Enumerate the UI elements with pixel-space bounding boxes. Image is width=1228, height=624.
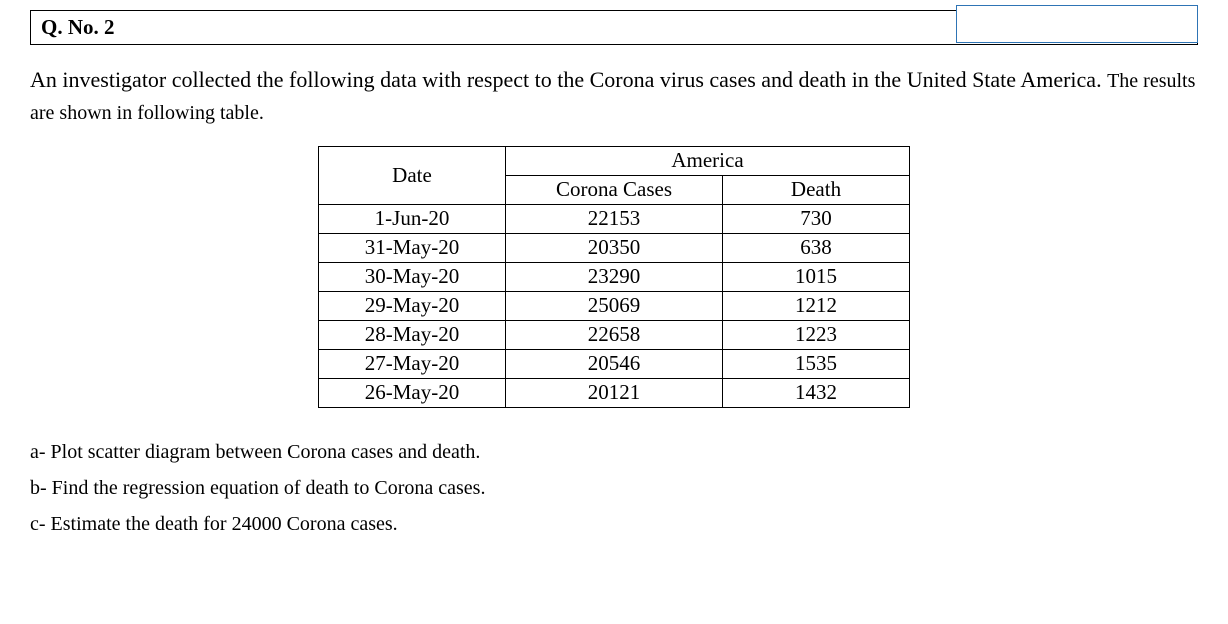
subq-b: b- Find the regression equation of death… bbox=[30, 470, 1198, 506]
cell-cases: 25069 bbox=[506, 292, 723, 321]
cell-date: 1-Jun-20 bbox=[319, 205, 506, 234]
sub-questions: a- Plot scatter diagram between Corona c… bbox=[30, 434, 1198, 542]
subq-c: c- Estimate the death for 24000 Corona c… bbox=[30, 506, 1198, 542]
cell-cases: 22153 bbox=[506, 205, 723, 234]
cell-cases: 20350 bbox=[506, 234, 723, 263]
table-row: 1-Jun-20 22153 730 bbox=[319, 205, 910, 234]
table-header-group: America bbox=[506, 147, 910, 176]
intro-main: An investigator collected the following … bbox=[30, 67, 1107, 92]
cell-cases: 22658 bbox=[506, 321, 723, 350]
table-header-cases: Corona Cases bbox=[506, 176, 723, 205]
cell-cases: 20546 bbox=[506, 350, 723, 379]
table-row: 27-May-20 20546 1535 bbox=[319, 350, 910, 379]
subq-a: a- Plot scatter diagram between Corona c… bbox=[30, 434, 1198, 470]
cell-date: 26-May-20 bbox=[319, 379, 506, 408]
cell-date: 31-May-20 bbox=[319, 234, 506, 263]
data-table: Date America Corona Cases Death 1-Jun-20… bbox=[318, 146, 910, 408]
table-row: 29-May-20 25069 1212 bbox=[319, 292, 910, 321]
question-number: Q. No. 2 bbox=[41, 15, 115, 39]
cell-death: 1432 bbox=[723, 379, 910, 408]
score-box[interactable] bbox=[956, 5, 1198, 43]
cell-date: 30-May-20 bbox=[319, 263, 506, 292]
cell-date: 28-May-20 bbox=[319, 321, 506, 350]
cell-date: 27-May-20 bbox=[319, 350, 506, 379]
cell-date: 29-May-20 bbox=[319, 292, 506, 321]
cell-death: 730 bbox=[723, 205, 910, 234]
table-row: 31-May-20 20350 638 bbox=[319, 234, 910, 263]
table-header-death: Death bbox=[723, 176, 910, 205]
cell-cases: 20121 bbox=[506, 379, 723, 408]
cell-death: 1535 bbox=[723, 350, 910, 379]
cell-cases: 23290 bbox=[506, 263, 723, 292]
table-row: 26-May-20 20121 1432 bbox=[319, 379, 910, 408]
cell-death: 1212 bbox=[723, 292, 910, 321]
cell-death: 1223 bbox=[723, 321, 910, 350]
cell-death: 638 bbox=[723, 234, 910, 263]
page: Q. No. 2 An investigator collected the f… bbox=[0, 0, 1228, 562]
question-intro: An investigator collected the following … bbox=[30, 63, 1198, 128]
table-row: 28-May-20 22658 1223 bbox=[319, 321, 910, 350]
question-header: Q. No. 2 bbox=[30, 10, 1198, 45]
table-row: 30-May-20 23290 1015 bbox=[319, 263, 910, 292]
cell-death: 1015 bbox=[723, 263, 910, 292]
table-header-date: Date bbox=[319, 147, 506, 205]
